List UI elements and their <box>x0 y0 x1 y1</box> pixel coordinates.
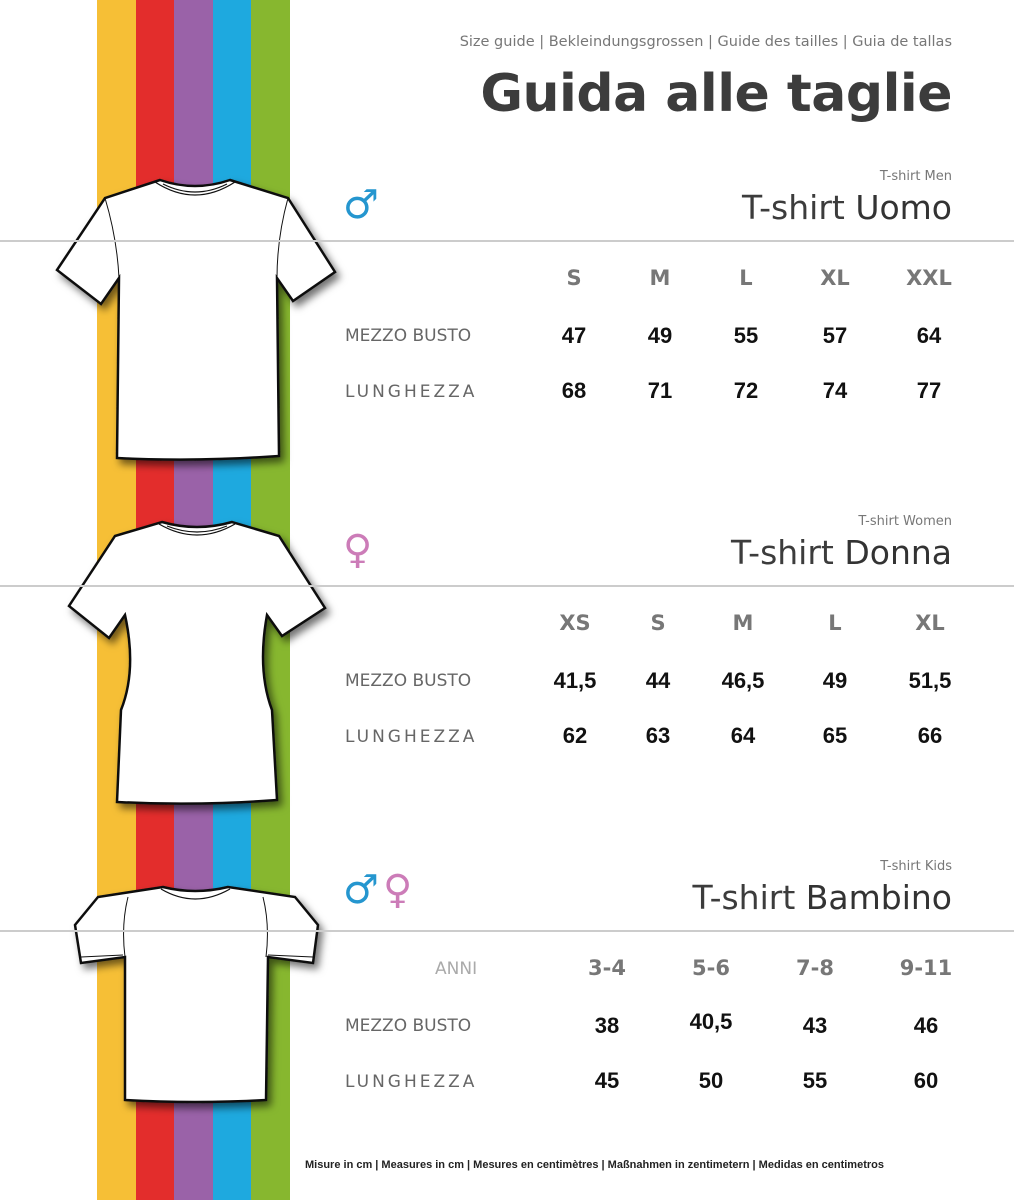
size-value: 68 <box>561 378 587 403</box>
size-header: S <box>566 266 582 290</box>
size-header: S <box>650 611 666 635</box>
size-value: 51,5 <box>908 668 952 693</box>
women-tshirt-illustration <box>67 520 327 805</box>
section-divider <box>0 240 1014 242</box>
men-subtitle: T-shirt Men <box>879 169 952 184</box>
male-symbol-icon: ♂ <box>343 867 379 913</box>
size-value: 46,5 <box>721 668 765 693</box>
size-header: 7-8 <box>796 956 834 980</box>
size-header: 5-6 <box>692 956 730 980</box>
size-value: 64 <box>916 323 942 348</box>
size-value: 43 <box>802 1013 828 1038</box>
size-value: 66 <box>917 723 943 748</box>
size-header: L <box>739 266 753 290</box>
kids-subtitle: T-shirt Kids <box>880 859 952 874</box>
male-symbol-icon: ♂ <box>343 182 379 228</box>
female-symbol-icon: ♀ <box>343 527 373 573</box>
women-section-title: T-shirt Donna <box>731 533 952 572</box>
size-value: 64 <box>730 723 756 748</box>
size-value: 74 <box>822 378 848 403</box>
size-value: 45 <box>594 1068 620 1093</box>
size-header: M <box>732 611 754 635</box>
size-value: 49 <box>822 668 848 693</box>
title-gender: Uomo <box>855 188 952 227</box>
female-symbol-icon: ♀ <box>383 867 413 913</box>
title-prefix: T-shirt <box>731 533 845 572</box>
size-value: 46 <box>913 1013 939 1038</box>
size-value: 40,5 <box>689 1009 733 1034</box>
size-header: 3-4 <box>588 956 626 980</box>
title-prefix: T-shirt <box>742 188 856 227</box>
size-header: XL <box>915 611 945 635</box>
title-gender: Bambino <box>805 878 952 917</box>
size-value: 63 <box>645 723 671 748</box>
row-label: MEZZO BUSTO <box>345 671 472 691</box>
size-value: 77 <box>916 378 942 403</box>
size-value: 38 <box>594 1013 620 1038</box>
size-value: 65 <box>822 723 848 748</box>
kids-section-title: T-shirt Bambino <box>692 878 952 917</box>
men-tshirt-illustration <box>55 178 337 461</box>
size-header: XS <box>559 611 591 635</box>
size-value: 60 <box>913 1068 939 1093</box>
age-header-label: ANNI <box>435 959 478 979</box>
row-label: LUNGHEZZA <box>345 382 478 402</box>
row-label: MEZZO BUSTO <box>345 326 472 346</box>
title-gender: Donna <box>844 533 952 572</box>
size-header: M <box>649 266 671 290</box>
size-value: 62 <box>562 723 588 748</box>
size-value: 41,5 <box>553 668 597 693</box>
section-divider <box>0 585 1014 587</box>
kids-tshirt-illustration <box>73 885 320 1104</box>
measurement-unit-note: Misure in cm | Measures in cm | Mesures … <box>305 1159 884 1171</box>
size-header: L <box>828 611 842 635</box>
size-value: 55 <box>733 323 759 348</box>
size-header: 9-11 <box>899 956 953 980</box>
size-value: 71 <box>647 378 673 403</box>
size-value: 50 <box>698 1068 724 1093</box>
size-value: 57 <box>822 323 848 348</box>
size-header: XXL <box>906 266 952 290</box>
title-prefix: T-shirt <box>692 878 806 917</box>
size-value: 49 <box>647 323 673 348</box>
size-value: 44 <box>645 668 671 693</box>
row-label: LUNGHEZZA <box>345 727 478 747</box>
size-value: 47 <box>561 323 587 348</box>
page-title: Guida alle taglie <box>480 64 952 124</box>
size-value: 55 <box>802 1068 828 1093</box>
row-label: LUNGHEZZA <box>345 1072 478 1092</box>
language-list: Size guide | Bekleindungsgrossen | Guide… <box>459 34 952 50</box>
section-divider <box>0 930 1014 932</box>
men-section-title: T-shirt Uomo <box>742 188 952 227</box>
size-value: 72 <box>733 378 759 403</box>
women-subtitle: T-shirt Women <box>858 514 952 529</box>
size-header: XL <box>820 266 850 290</box>
row-label: MEZZO BUSTO <box>345 1016 472 1036</box>
